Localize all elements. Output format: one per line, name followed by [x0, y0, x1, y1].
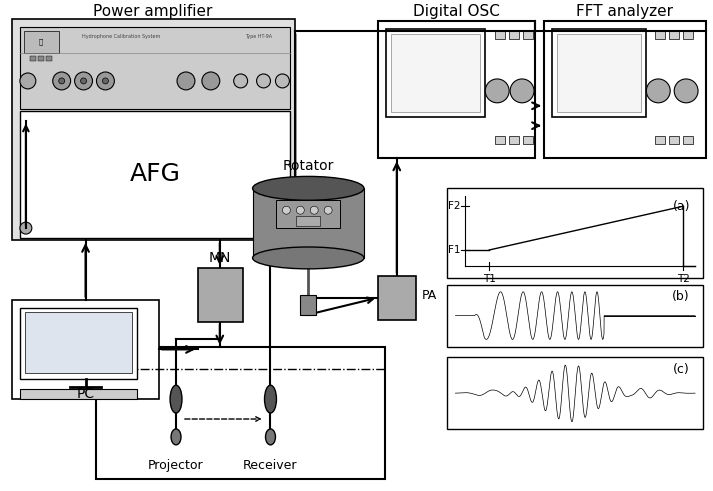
- Ellipse shape: [171, 429, 181, 445]
- Bar: [25, 312, 133, 373]
- Bar: [20, 111, 290, 238]
- Circle shape: [53, 72, 71, 90]
- Bar: [496, 136, 505, 143]
- Ellipse shape: [252, 247, 364, 269]
- Text: F1: F1: [448, 245, 461, 255]
- Circle shape: [96, 72, 114, 90]
- Text: Projector: Projector: [148, 459, 204, 472]
- Text: FFT analyzer: FFT analyzer: [576, 4, 673, 19]
- Circle shape: [81, 78, 86, 84]
- Bar: [448, 357, 703, 429]
- Bar: [46, 56, 52, 61]
- Bar: [12, 300, 159, 399]
- Bar: [496, 31, 505, 39]
- Bar: [378, 21, 535, 159]
- Bar: [38, 56, 43, 61]
- Text: PC: PC: [76, 387, 95, 401]
- Circle shape: [297, 206, 304, 214]
- Circle shape: [58, 78, 65, 84]
- Bar: [655, 31, 665, 39]
- Bar: [20, 27, 290, 109]
- Circle shape: [486, 79, 509, 103]
- Circle shape: [103, 78, 108, 84]
- Bar: [24, 31, 58, 53]
- Bar: [277, 200, 340, 228]
- Bar: [448, 285, 703, 348]
- Text: Power amplifier: Power amplifier: [93, 4, 213, 19]
- Bar: [683, 136, 693, 143]
- Bar: [20, 389, 137, 399]
- Text: Receiver: Receiver: [243, 459, 298, 472]
- Circle shape: [275, 74, 289, 88]
- Bar: [30, 56, 36, 61]
- Circle shape: [647, 79, 670, 103]
- Bar: [557, 34, 642, 112]
- Circle shape: [324, 206, 332, 214]
- Bar: [252, 189, 364, 258]
- Bar: [523, 31, 533, 39]
- Bar: [670, 136, 679, 143]
- Bar: [300, 295, 317, 315]
- Text: AFG: AFG: [130, 163, 180, 187]
- Circle shape: [20, 73, 36, 89]
- Bar: [20, 308, 137, 379]
- Text: Rotator: Rotator: [282, 160, 334, 173]
- Text: Type HT-9A: Type HT-9A: [245, 34, 272, 39]
- Bar: [509, 31, 519, 39]
- Bar: [297, 216, 320, 226]
- Ellipse shape: [265, 385, 277, 413]
- Circle shape: [234, 74, 247, 88]
- Text: (a): (a): [672, 200, 690, 213]
- Bar: [386, 29, 486, 117]
- Ellipse shape: [170, 385, 182, 413]
- Text: 🦅: 🦅: [39, 39, 43, 46]
- Text: Digital OSC: Digital OSC: [413, 4, 500, 19]
- Bar: [12, 19, 295, 240]
- Bar: [509, 136, 519, 143]
- Text: T1: T1: [483, 274, 496, 284]
- Ellipse shape: [265, 429, 275, 445]
- Circle shape: [310, 206, 318, 214]
- Bar: [683, 31, 693, 39]
- Bar: [544, 21, 706, 159]
- Bar: [391, 34, 481, 112]
- Text: (c): (c): [673, 363, 689, 376]
- Circle shape: [510, 79, 534, 103]
- Circle shape: [282, 206, 290, 214]
- Bar: [552, 29, 647, 117]
- Text: Hydrophone Calibration System: Hydrophone Calibration System: [82, 34, 160, 39]
- Circle shape: [177, 72, 195, 90]
- Circle shape: [20, 222, 32, 234]
- Text: T2: T2: [677, 274, 689, 284]
- Circle shape: [75, 72, 93, 90]
- Bar: [523, 136, 533, 143]
- Ellipse shape: [252, 176, 364, 200]
- Text: F2: F2: [448, 201, 461, 211]
- Circle shape: [257, 74, 270, 88]
- Bar: [655, 136, 665, 143]
- Text: MN: MN: [209, 251, 231, 265]
- Bar: [448, 189, 703, 278]
- Circle shape: [674, 79, 698, 103]
- Bar: [96, 348, 385, 479]
- Bar: [198, 268, 242, 322]
- Circle shape: [202, 72, 220, 90]
- Text: (b): (b): [672, 290, 690, 303]
- Bar: [670, 31, 679, 39]
- Text: PA: PA: [421, 289, 437, 302]
- Bar: [378, 276, 416, 320]
